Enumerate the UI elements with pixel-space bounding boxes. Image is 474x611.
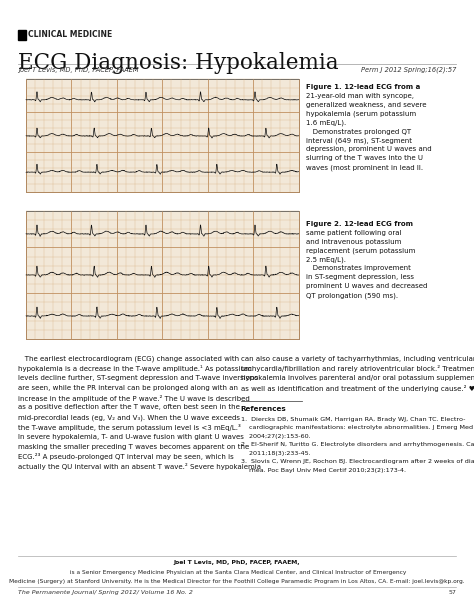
Text: 1.  Diercks DB, Shumaik GM, Harrigan RA, Brady WJ, Chan TC. Electro-: 1. Diercks DB, Shumaik GM, Harrigan RA, … <box>241 417 465 422</box>
Text: 1.6 mEq/L).: 1.6 mEq/L). <box>306 120 346 126</box>
Text: as a positive deflection after the T wave, often best seen in the: as a positive deflection after the T wav… <box>18 404 240 411</box>
Text: replacement (serum potassium: replacement (serum potassium <box>306 248 415 254</box>
Text: Joel T Levis, MD, PhD, FACEP, FAAEM: Joel T Levis, MD, PhD, FACEP, FAAEM <box>18 67 138 73</box>
Text: In severe hypokalemia, T- and U-wave fusion with giant U waves: In severe hypokalemia, T- and U-wave fus… <box>18 434 244 440</box>
Text: Joel T Levis, MD, PhD, FACEP, FAAEM,: Joel T Levis, MD, PhD, FACEP, FAAEM, <box>173 560 301 565</box>
Text: prominent U waves and decreased: prominent U waves and decreased <box>306 284 427 289</box>
Text: can also cause a variety of tachyarrhythmias, including ventricular: can also cause a variety of tachyarrhyth… <box>241 356 474 362</box>
Text: in ST-segment depression, less: in ST-segment depression, less <box>306 274 414 280</box>
Text: The earliest electrocardiogram (ECG) change associated with: The earliest electrocardiogram (ECG) cha… <box>18 356 239 362</box>
Text: 57: 57 <box>448 590 456 595</box>
Text: Demonstrates prolonged QT: Demonstrates prolonged QT <box>306 128 411 134</box>
Text: CLINICAL MEDICINE: CLINICAL MEDICINE <box>28 31 113 39</box>
Text: hypokalemia (serum potassium: hypokalemia (serum potassium <box>306 111 416 117</box>
Text: are seen, while the PR interval can be prolonged along with an: are seen, while the PR interval can be p… <box>18 385 238 391</box>
Text: cardiographic manifestations: electrolyte abnormalities. J Emerg Med: cardiographic manifestations: electrolyt… <box>241 425 473 430</box>
Text: Medicine (Surgery) at Stanford University. He is the Medical Director for the Fo: Medicine (Surgery) at Stanford Universit… <box>9 579 465 584</box>
Text: rhea. Poc Bayl Univ Med Certif 2010;23(2):173-4.: rhea. Poc Bayl Univ Med Certif 2010;23(2… <box>241 468 406 473</box>
Text: increase in the amplitude of the P wave.² The U wave is described: increase in the amplitude of the P wave.… <box>18 395 250 401</box>
Text: generalized weakness, and severe: generalized weakness, and severe <box>306 102 426 108</box>
Text: Demonstrates improvement: Demonstrates improvement <box>306 265 410 271</box>
Text: ECG.²³ A pseudo-prolonged QT interval may be seen, which is: ECG.²³ A pseudo-prolonged QT interval ma… <box>18 453 234 460</box>
Text: The Permanente Journal/ Spring 2012/ Volume 16 No. 2: The Permanente Journal/ Spring 2012/ Vol… <box>18 590 193 595</box>
Text: the T-wave amplitude, the serum potassium level is <3 mEq/L.³: the T-wave amplitude, the serum potassiu… <box>18 424 241 431</box>
Text: Figure 1. 12-lead ECG from a: Figure 1. 12-lead ECG from a <box>306 84 420 90</box>
Text: QT prolongation (590 ms).: QT prolongation (590 ms). <box>306 292 398 299</box>
Bar <box>18 30 26 40</box>
Text: masking the smaller preceding T waves becomes apparent on the: masking the smaller preceding T waves be… <box>18 444 249 450</box>
Text: actually the QU interval with an absent T wave.² Severe hypokalemia: actually the QU interval with an absent … <box>18 463 261 470</box>
Text: References: References <box>241 406 287 412</box>
Text: as well as identification and treatment of the underlying cause.² ♥: as well as identification and treatment … <box>241 385 474 392</box>
Text: is a Senior Emergency Medicine Physician at the Santa Clara Medical Center, and : is a Senior Emergency Medicine Physician… <box>68 570 406 575</box>
Text: 3.  Slovis C, Wrenn JE, Rochon BJ. Electrocardiogram after 2 weeks of diar-: 3. Slovis C, Wrenn JE, Rochon BJ. Electr… <box>241 459 474 464</box>
Text: 2011;18(3):233-45.: 2011;18(3):233-45. <box>241 451 310 456</box>
Text: hypokalemia is a decrease in the T-wave amplitude.¹ As potassium: hypokalemia is a decrease in the T-wave … <box>18 365 252 372</box>
Text: tachycardia/fibrillation and rarely atrioventricular block.² Treatment of: tachycardia/fibrillation and rarely atri… <box>241 365 474 372</box>
Text: mid-precordial leads (eg, V₂ and V₃). When the U wave exceeds: mid-precordial leads (eg, V₂ and V₃). Wh… <box>18 414 240 421</box>
Text: hypokalemia involves parenteral and/or oral potassium supplementation,: hypokalemia involves parenteral and/or o… <box>241 375 474 381</box>
Text: depression, prominent U waves and: depression, prominent U waves and <box>306 147 431 152</box>
Text: 2.  El-Sherif N, Turitto G. Electrolyte disorders and arrhythmogenesis. Cardiol : 2. El-Sherif N, Turitto G. Electrolyte d… <box>241 442 474 447</box>
Text: 2.5 mEq/L).: 2.5 mEq/L). <box>306 257 346 263</box>
Text: same patient following oral: same patient following oral <box>306 230 401 236</box>
Text: 21-year-old man with syncope,: 21-year-old man with syncope, <box>306 93 414 99</box>
Text: interval (649 ms), ST-segment: interval (649 ms), ST-segment <box>306 137 412 144</box>
Text: slurring of the T waves into the U: slurring of the T waves into the U <box>306 155 423 161</box>
Text: 2004;27(2):153-60.: 2004;27(2):153-60. <box>241 434 310 439</box>
Text: waves (most prominent in lead II.: waves (most prominent in lead II. <box>306 164 423 170</box>
Text: Perm J 2012 Spring;16(2):57: Perm J 2012 Spring;16(2):57 <box>361 67 456 73</box>
Text: and intravenous potassium: and intravenous potassium <box>306 239 401 245</box>
Text: ECG Diagnosis: Hypokalemia: ECG Diagnosis: Hypokalemia <box>18 52 338 74</box>
Text: levels decline further, ST-segment depression and T-wave inversions: levels decline further, ST-segment depre… <box>18 375 258 381</box>
Bar <box>26 79 299 192</box>
Text: Figure 2. 12-lead ECG from: Figure 2. 12-lead ECG from <box>306 221 413 227</box>
Bar <box>26 211 299 339</box>
